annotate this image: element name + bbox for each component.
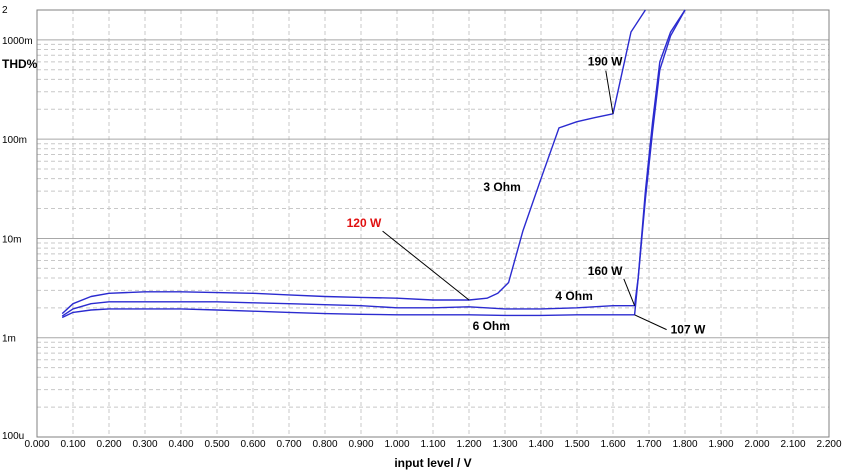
annotation-label-6: 107 W xyxy=(671,323,706,337)
series-layer xyxy=(61,9,686,319)
x-tick-label: 0.700 xyxy=(276,439,301,450)
x-tick-label: 0.100 xyxy=(60,439,85,450)
annotation-label-3: 160 W xyxy=(588,264,623,278)
x-tick-label: 1.100 xyxy=(420,439,445,450)
x-tick-label: 0.800 xyxy=(312,439,337,450)
y-tick-label: 100u xyxy=(2,431,24,442)
x-tick-label: 1.800 xyxy=(672,439,697,450)
annotation-leader-0 xyxy=(605,70,614,114)
annotation-label-4: 4 Ohm xyxy=(555,289,592,303)
annotation-layer: 190 W 3 Ohm 120 W 160 W 4 Ohm 6 Ohm 107 W xyxy=(347,55,706,337)
x-tick-label: 0.200 xyxy=(96,439,121,450)
x-tick-label: 1.300 xyxy=(492,439,517,450)
series-line-4-ohm xyxy=(61,9,686,317)
series-line-3-ohm xyxy=(61,9,646,315)
annotation-label-2: 120 W xyxy=(347,216,382,230)
x-tick-label: 0.500 xyxy=(204,439,229,450)
x-tick-label: 1.600 xyxy=(600,439,625,450)
x-tick-label: 0.600 xyxy=(240,439,265,450)
y-tick-label: 2 xyxy=(2,5,8,16)
x-tick-label: 2.200 xyxy=(816,439,841,450)
series-line-6-ohm xyxy=(61,9,686,319)
x-tick-label: 1.000 xyxy=(384,439,409,450)
annotation-label-1: 3 Ohm xyxy=(483,180,520,194)
plot-frame xyxy=(36,9,830,438)
x-tick-labels: 0.000 0.100 0.200 0.300 0.400 0.500 0.600 0.700… xyxy=(24,439,841,450)
annotation-leader-2 xyxy=(382,230,470,301)
x-axis-label: input level / V xyxy=(394,456,471,470)
x-tick-label: 1.500 xyxy=(564,439,589,450)
annotation-label-5: 6 Ohm xyxy=(473,319,510,333)
x-tick-label: 1.700 xyxy=(636,439,661,450)
x-tick-label: 0.900 xyxy=(348,439,373,450)
x-tick-label: 2.100 xyxy=(780,439,805,450)
x-tick-label: 0.000 xyxy=(24,439,49,450)
x-tick-label: 1.400 xyxy=(528,439,553,450)
y-tick-labels: 2 1000m 100m 10m 1m 100u xyxy=(2,5,33,442)
x-tick-label: 1.900 xyxy=(708,439,733,450)
annotation-leader-3 xyxy=(623,278,636,306)
x-tick-label: 0.300 xyxy=(132,439,157,450)
y-axis-label: THD% xyxy=(2,57,38,71)
x-tick-label: 1.200 xyxy=(456,439,481,450)
x-tick-label: 0.400 xyxy=(168,439,193,450)
x-tick-label: 2.000 xyxy=(744,439,769,450)
annotation-leader-6 xyxy=(634,314,667,331)
y-tick-label: 1m xyxy=(2,334,16,345)
y-tick-label: 10m xyxy=(2,234,21,245)
annotation-label-0: 190 W xyxy=(588,55,623,69)
y-tick-label: 1000m xyxy=(2,36,33,47)
y-tick-label: 100m xyxy=(2,135,27,146)
